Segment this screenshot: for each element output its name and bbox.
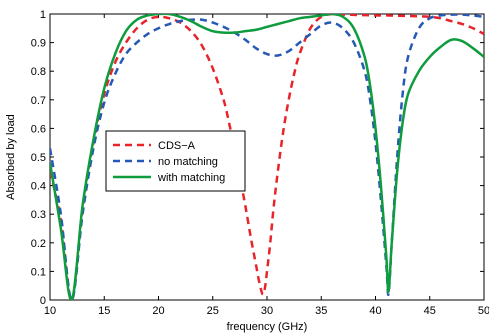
y-tick-label: 0.8	[31, 66, 46, 78]
x-tick-label: 45	[424, 305, 436, 317]
y-tick-label: 0.2	[31, 238, 46, 250]
x-tick-label: 10	[44, 305, 56, 317]
legend-label-no-matching: no matching	[158, 156, 218, 168]
y-axis-label: Absorbed by load	[5, 114, 17, 200]
x-tick-label: 35	[315, 305, 327, 317]
x-tick-label: 50	[478, 305, 489, 317]
x-tick-label: 20	[152, 305, 164, 317]
y-tick-label: 0.3	[31, 209, 46, 221]
x-tick-label: 25	[207, 305, 219, 317]
y-tick-label: 0.7	[31, 95, 46, 107]
series-line-with-matching	[50, 14, 484, 300]
y-tick-label: 0.5	[31, 152, 46, 164]
y-tick-label: 0	[40, 295, 46, 307]
series-line-no-matching	[50, 14, 484, 300]
legend: CDS−A no matching with matching	[105, 130, 246, 192]
x-tick-label: 40	[369, 305, 381, 317]
y-tick-label: 0.6	[31, 123, 46, 135]
x-tick-label: 30	[261, 305, 273, 317]
legend-label-cds-a: CDS−A	[158, 140, 196, 152]
series-lines	[50, 14, 484, 300]
x-axis-label: frequency (GHz)	[227, 321, 308, 333]
legend-label-with-matching: with matching	[157, 172, 225, 184]
y-tick-label: 0.1	[31, 266, 46, 278]
series-line-cds-a	[50, 14, 484, 300]
y-tick-label: 0.9	[31, 38, 46, 50]
axis-ticks: 10 15 20 25 30 35 40 45 50 0 0.1 0.2 0.3 0.4 0.5 0.6 0.7…	[31, 9, 489, 317]
y-tick-label: 0.4	[31, 181, 46, 193]
y-tick-label: 1	[40, 9, 46, 21]
x-tick-label: 15	[98, 305, 110, 317]
